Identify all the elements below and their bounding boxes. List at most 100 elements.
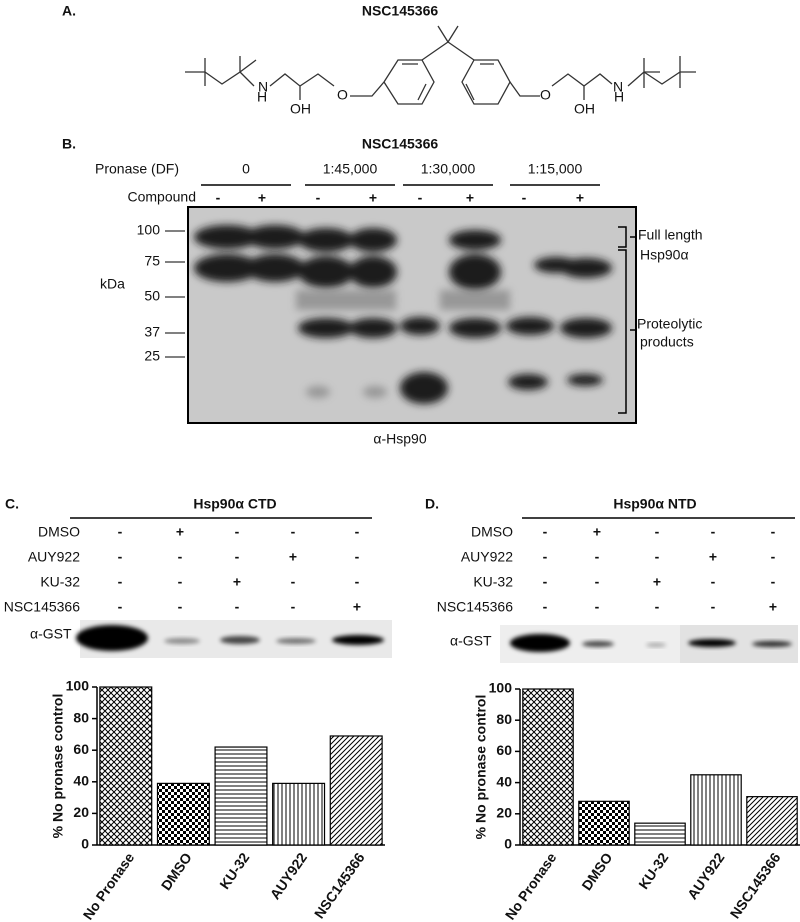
bar — [522, 688, 574, 846]
x-tick-label: DMSO — [578, 850, 615, 894]
atom-label: OH — [290, 101, 311, 117]
bar — [214, 746, 268, 846]
condition-sign: - — [655, 599, 660, 615]
condition-sign: - — [235, 524, 240, 540]
kda-marker: 25 — [144, 348, 160, 364]
atom-label: H — [257, 89, 267, 105]
atom-label: N — [613, 79, 623, 95]
compound-sign: + — [576, 190, 584, 206]
y-tick-label: 40 — [496, 773, 512, 789]
antibody-label: α-Hsp90 — [373, 431, 426, 447]
condition-sign: - — [543, 574, 548, 590]
y-tick-label: 0 — [81, 836, 89, 852]
condition-sign: - — [178, 599, 183, 615]
condition-sign: + — [709, 549, 717, 565]
condition-label: KU-32 — [473, 574, 513, 590]
compound-sign: - — [216, 190, 221, 206]
pronase-label: 1:45,000 — [323, 161, 378, 177]
x-tick-label: NSC145366 — [311, 849, 368, 921]
y-axis-label: % No pronase control — [50, 694, 66, 839]
condition-sign: - — [235, 599, 240, 615]
condition-sign: - — [118, 574, 123, 590]
panel-title: Hsp90α NTD — [613, 496, 696, 512]
atom-label: OH — [574, 101, 595, 117]
condition-sign: - — [118, 524, 123, 540]
panel-title: NSC145366 — [362, 136, 438, 152]
kda-marker: 100 — [137, 222, 161, 238]
x-tick-label: KU-32 — [216, 850, 252, 892]
panel-label: C. — [5, 496, 19, 512]
y-tick-label: 20 — [73, 804, 89, 820]
condition-label: AUY922 — [28, 549, 80, 565]
western-blot — [187, 206, 637, 424]
x-tick-label: KU-32 — [635, 850, 671, 892]
row-label: Compound — [128, 189, 197, 205]
condition-sign: - — [771, 524, 776, 540]
y-tick-label: 40 — [73, 773, 89, 789]
y-tick-label: 20 — [496, 805, 512, 821]
pronase-label: 1:15,000 — [528, 161, 583, 177]
bar — [156, 782, 210, 846]
band-label: Proteolytic — [637, 316, 702, 332]
bar — [272, 782, 326, 846]
y-axis-label: % No pronase control — [473, 695, 489, 840]
x-tick-label: DMSO — [158, 850, 195, 894]
chemical-structure — [185, 25, 696, 105]
kda-marker: 37 — [144, 324, 160, 340]
y-tick-label: 100 — [66, 678, 90, 694]
western-blot — [76, 620, 392, 658]
condition-sign: - — [655, 549, 660, 565]
condition-sign: + — [289, 549, 297, 565]
condition-sign: - — [543, 549, 548, 565]
condition-sign: - — [291, 524, 296, 540]
band-label: Full length — [638, 227, 703, 243]
condition-sign: - — [118, 599, 123, 615]
atom-label: N — [258, 79, 268, 95]
condition-sign: - — [291, 574, 296, 590]
condition-sign: - — [355, 549, 360, 565]
atom-label: O — [540, 87, 551, 103]
y-tick-label: 80 — [73, 709, 89, 725]
compound-sign: - — [316, 190, 321, 206]
western-blot — [500, 625, 798, 663]
condition-sign: + — [176, 524, 184, 540]
pronase-label: 0 — [242, 161, 250, 177]
axis-label: kDa — [100, 276, 125, 292]
condition-sign: + — [353, 599, 361, 615]
condition-sign: - — [178, 574, 183, 590]
condition-sign: - — [595, 599, 600, 615]
antibody-label: α-GST — [30, 626, 72, 642]
bar — [578, 800, 630, 846]
y-tick-label: 0 — [504, 836, 512, 852]
condition-label: NSC145366 — [4, 599, 80, 615]
condition-sign: + — [653, 574, 661, 590]
x-tick-label: No Pronase — [80, 850, 138, 922]
compound-sign: + — [258, 190, 266, 206]
condition-sign: - — [771, 549, 776, 565]
bar — [634, 822, 686, 846]
condition-sign: - — [595, 549, 600, 565]
condition-sign: - — [235, 549, 240, 565]
condition-sign: - — [595, 574, 600, 590]
condition-label: NSC145366 — [437, 599, 513, 615]
kda-marker: 50 — [144, 288, 160, 304]
kda-marker: 75 — [144, 253, 160, 269]
x-tick-label: NSC145366 — [727, 849, 784, 921]
panel-title: Hsp90α CTD — [193, 496, 276, 512]
bar — [690, 774, 742, 846]
x-tick-label: No Pronase — [502, 850, 560, 922]
x-tick-label: AUY922 — [684, 849, 728, 902]
compound-sign: - — [522, 190, 527, 206]
condition-label: KU-32 — [40, 574, 80, 590]
condition-label: DMSO — [38, 524, 80, 540]
condition-sign: - — [118, 549, 123, 565]
panel-title: NSC145366 — [362, 3, 438, 19]
atom-label: H — [614, 89, 624, 105]
bar — [99, 686, 153, 846]
y-tick-label: 100 — [489, 680, 513, 696]
condition-sign: - — [655, 524, 660, 540]
x-tick-label: AUY922 — [267, 849, 311, 902]
condition-sign: + — [593, 524, 601, 540]
condition-sign: + — [769, 599, 777, 615]
